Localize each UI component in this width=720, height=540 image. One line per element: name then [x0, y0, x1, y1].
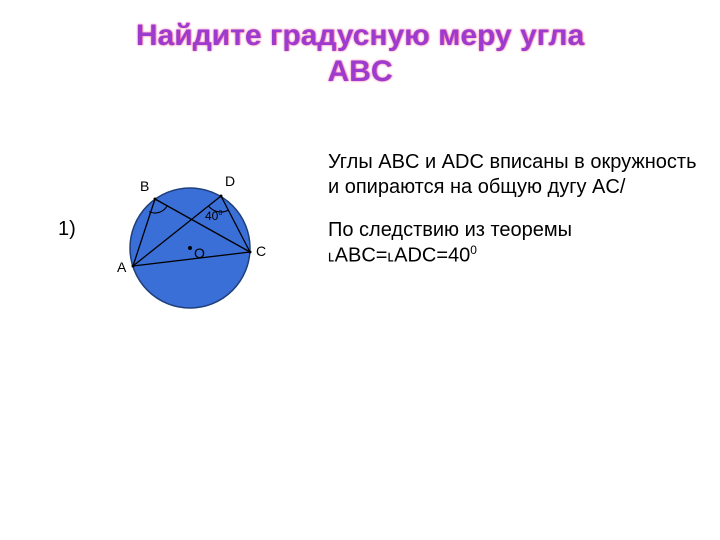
- svg-text:O: O: [194, 245, 205, 261]
- svg-text:D: D: [225, 173, 235, 189]
- problem-number: 1): [58, 218, 76, 241]
- explain-p1: Углы ABC и ADC вписаны в окружность и оп…: [328, 150, 698, 200]
- title-line1: Найдите градусную меру угла: [136, 19, 584, 52]
- diagram-svg: ABCDO400: [90, 148, 290, 348]
- explanation-text: Углы ABC и ADC вписаны в окружность и оп…: [328, 150, 698, 287]
- svg-text:B: B: [140, 178, 149, 194]
- explain-p2: По следствию из теоремы ˪ABC=˪ADC=400: [328, 218, 698, 269]
- title-line2: ABC: [328, 55, 393, 88]
- svg-text:A: A: [117, 259, 127, 275]
- geometry-diagram: ABCDO400: [90, 148, 290, 348]
- svg-text:C: C: [256, 243, 266, 259]
- page-title: Найдите градусную меру угла ABC: [0, 18, 720, 90]
